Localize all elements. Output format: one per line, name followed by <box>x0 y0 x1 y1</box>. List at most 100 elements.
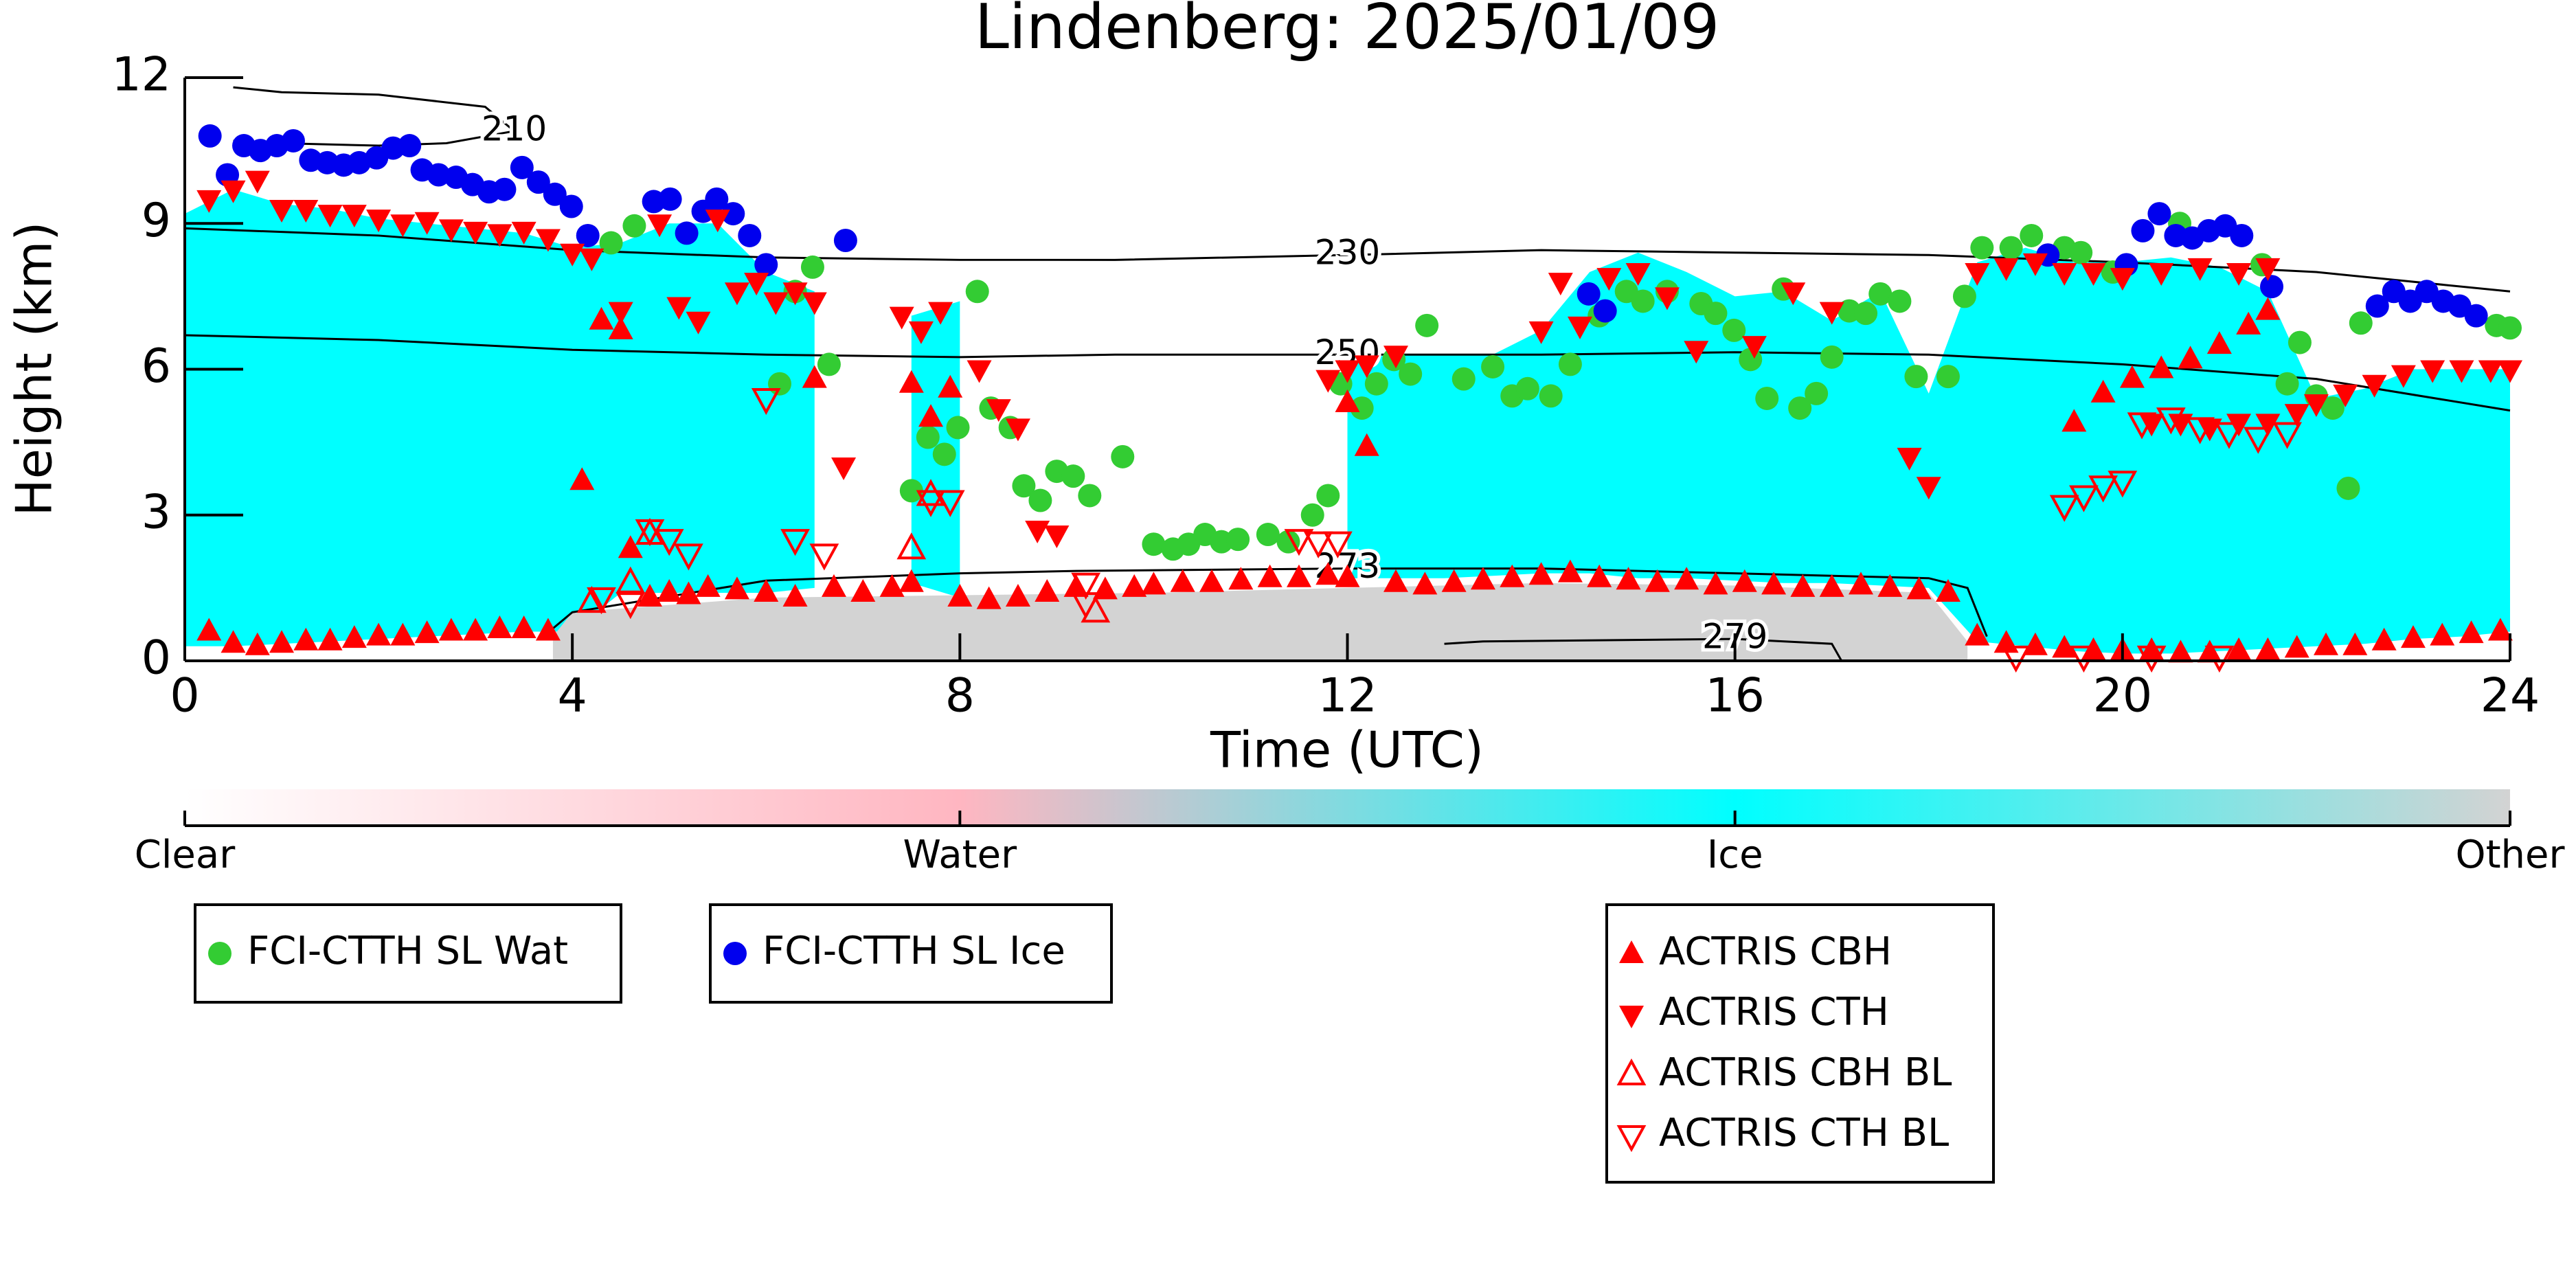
marker <box>1071 592 1101 620</box>
marker <box>675 221 699 245</box>
marker <box>1515 376 1539 400</box>
marker <box>1315 562 1341 585</box>
y-tick-label: 9 <box>142 194 171 248</box>
marker <box>366 622 392 646</box>
marker <box>2420 360 2445 383</box>
marker <box>2255 258 2281 281</box>
x-tick-label: 0 <box>170 669 199 723</box>
marker <box>341 625 367 648</box>
marker <box>1470 567 1495 590</box>
marker <box>1111 444 1135 468</box>
marker <box>1539 384 1563 408</box>
marker <box>647 214 673 238</box>
marker <box>576 223 600 247</box>
marker <box>1228 567 1254 590</box>
marker <box>1820 345 1844 369</box>
marker <box>705 210 730 233</box>
marker <box>1596 268 1622 291</box>
marker <box>724 576 749 600</box>
marker <box>1035 578 1060 602</box>
marker <box>2001 645 2031 673</box>
marker <box>2430 622 2455 646</box>
marker <box>2020 223 2044 247</box>
marker <box>1415 313 1439 337</box>
marker <box>2459 620 2484 644</box>
marker <box>1028 488 1052 512</box>
marker <box>511 221 536 245</box>
legend-marker <box>1619 1006 1644 1028</box>
marker <box>245 170 270 194</box>
marker <box>2464 304 2488 328</box>
marker <box>2284 635 2309 658</box>
legend-label: ACTRIS CBH <box>1659 929 1892 974</box>
marker <box>695 574 721 597</box>
marker <box>2204 645 2235 673</box>
marker <box>2349 311 2373 335</box>
marker <box>1819 302 1844 325</box>
marker <box>2255 297 2281 320</box>
x-tick-label: 4 <box>558 669 587 723</box>
marker <box>2049 495 2079 522</box>
marker <box>1935 578 1961 602</box>
plot-area: 210230250273279 <box>184 86 2522 673</box>
marker <box>1399 362 1423 386</box>
marker <box>850 578 876 602</box>
marker <box>543 182 567 206</box>
marker <box>1500 564 1525 587</box>
marker <box>196 618 222 641</box>
marker <box>2127 412 2157 440</box>
marker <box>916 479 946 506</box>
marker <box>390 214 416 238</box>
marker <box>738 223 762 247</box>
marker <box>1674 567 1699 590</box>
marker <box>317 627 343 651</box>
marker <box>1316 484 1340 508</box>
marker <box>579 248 605 271</box>
marker <box>438 219 464 242</box>
marker <box>879 574 905 597</box>
legend-marker <box>723 942 747 965</box>
x-tick-label: 20 <box>2093 669 2153 723</box>
marker <box>2255 414 2281 437</box>
marker <box>1276 530 1300 554</box>
legend-marker <box>208 942 231 965</box>
marker <box>1528 321 1554 344</box>
marker <box>916 490 946 517</box>
marker <box>1849 572 1874 595</box>
marker <box>1952 284 1976 308</box>
marker <box>802 292 827 315</box>
marker <box>1684 341 1709 364</box>
marker <box>947 584 973 607</box>
marker <box>2081 637 2106 660</box>
marker <box>245 632 270 655</box>
marker <box>390 622 416 646</box>
marker <box>2226 263 2252 286</box>
marker <box>2478 360 2503 383</box>
chart-title: Lindenberg: 2025/01/09 <box>975 0 1719 63</box>
marker <box>559 194 583 218</box>
marker <box>1904 365 1928 389</box>
marker <box>221 630 246 653</box>
marker <box>1965 622 1990 646</box>
marker <box>908 321 934 344</box>
marker <box>2069 645 2099 673</box>
legend-marker <box>1616 1058 1647 1085</box>
legend-box <box>709 903 1113 1004</box>
legend-box <box>194 903 622 1004</box>
marker <box>674 543 703 571</box>
legend-marker <box>1619 940 1644 963</box>
marker <box>2230 223 2254 247</box>
marker <box>463 618 488 641</box>
x-tick-label: 24 <box>2481 669 2540 723</box>
marker <box>1412 572 1438 595</box>
marker <box>1906 576 1932 600</box>
marker <box>2149 263 2174 286</box>
marker <box>1451 367 1476 391</box>
marker <box>2320 396 2345 420</box>
colorbar <box>185 789 2510 826</box>
marker <box>2371 627 2397 651</box>
marker <box>657 578 682 602</box>
legend-marker <box>1616 1125 1647 1153</box>
marker <box>666 297 692 320</box>
marker <box>2226 637 2252 660</box>
